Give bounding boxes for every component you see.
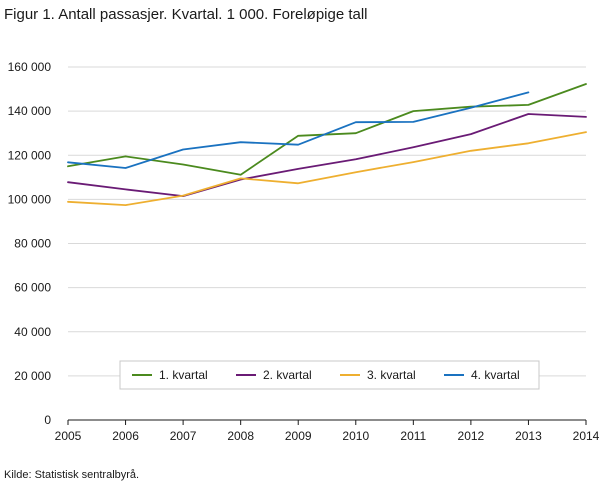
chart-title: Figur 1. Antall passasjer. Kvartal. 1 00… [4, 6, 368, 23]
legend-label: 2. kvartal [263, 368, 312, 382]
y-tick-label: 0 [44, 413, 51, 427]
legend-box [119, 360, 540, 390]
x-tick-label: 2010 [342, 429, 369, 443]
legend-label: 1. kvartal [159, 368, 208, 382]
series-line-4 [67, 91, 530, 169]
series-lines [67, 83, 587, 207]
x-tick-label: 2013 [515, 429, 542, 443]
x-tick-label: 2006 [112, 429, 139, 443]
x-tick-label: 2008 [227, 429, 254, 443]
y-tick-label: 160 000 [8, 60, 52, 74]
series-line-2 [67, 113, 587, 198]
y-tick-label: 40 000 [14, 325, 51, 339]
y-tick-label: 100 000 [8, 192, 52, 206]
x-tick-label: 2014 [573, 429, 600, 443]
axes: 0 20 000 40 000 60 000 80 000 100 000 120 000 1… [8, 60, 600, 443]
source-note: Kilde: Statistisk sentralbyrå. [4, 469, 140, 481]
y-tick-label: 60 000 [14, 281, 51, 295]
legend: 1. kvartal 2. kvartal 3. kvartal 4. kvartal [119, 360, 540, 390]
x-tick-label: 2007 [170, 429, 197, 443]
y-tick-label: 80 000 [14, 237, 51, 251]
series-line-1 [67, 83, 587, 176]
y-tick-label: 20 000 [14, 369, 51, 383]
gridlines [68, 66, 586, 377]
legend-label: 3. kvartal [367, 368, 416, 382]
x-tick-label: 2005 [55, 429, 82, 443]
y-tick-label: 120 000 [8, 148, 52, 162]
x-tick-label: 2009 [285, 429, 312, 443]
x-tick-label: 2011 [400, 429, 426, 443]
y-tick-label: 140 000 [8, 104, 52, 118]
series-line-3 [67, 131, 587, 207]
x-tick-label: 2012 [458, 429, 485, 443]
legend-label: 4. kvartal [471, 368, 520, 382]
